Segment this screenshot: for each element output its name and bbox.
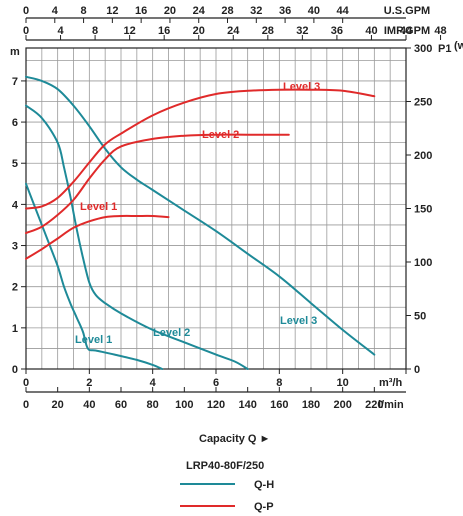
usgpm-tick-label: 40 [308, 5, 320, 17]
legend: Q-H Q-P [180, 479, 274, 513]
impgpm-tick-label: 32 [296, 25, 308, 37]
lmin-tick-label: 80 [147, 399, 159, 411]
lmin-tick-label: 200 [333, 399, 351, 411]
head-unit: m [10, 46, 20, 58]
head-tick-label: 6 [12, 117, 18, 129]
head-tick-label: 0 [12, 364, 18, 376]
qh-label-level-1: Level 1 [75, 334, 112, 346]
lmin-tick-label: 0 [23, 399, 29, 411]
qh-label-level-2: Level 2 [153, 327, 190, 339]
impgpm-tick-label: 20 [193, 25, 205, 37]
usgpm-tick-label: 16 [135, 5, 147, 17]
qp-curve-level-1 [25, 214, 170, 260]
curves [25, 75, 376, 370]
lmin-unit: l/min [378, 399, 404, 411]
lmin-tick-label: 140 [238, 399, 256, 411]
lmin-tick-label: 40 [83, 399, 95, 411]
lmin-tick-label: 100 [175, 399, 193, 411]
power-tick-label: 50 [414, 311, 426, 323]
qh-label-level-3: Level 3 [280, 315, 317, 327]
qp-label-level-1: Level 1 [80, 201, 117, 213]
impgpm-tick-label: 24 [227, 25, 240, 37]
usgpm-tick-label: 12 [106, 5, 118, 17]
usgpm-tick-label: 4 [52, 5, 59, 17]
head-tick-label: 2 [12, 282, 18, 294]
lmin-tick-label: 60 [115, 399, 127, 411]
impgpm-unit: IMP.GPM [384, 25, 430, 37]
power-tick-label: 250 [414, 97, 432, 109]
head-tick-label: 5 [12, 158, 18, 170]
lmin-tick-label: 120 [207, 399, 225, 411]
qh-curve-level-2 [25, 104, 249, 370]
usgpm-tick-label: 8 [81, 5, 87, 17]
legend-qh-label: Q-H [254, 479, 274, 491]
qp-curve-level-3 [25, 88, 376, 210]
power-unit-suffix: (w) [454, 40, 463, 52]
impgpm-tick-label: 12 [124, 25, 136, 37]
qh-curve-level-3 [25, 75, 376, 356]
usgpm-tick-label: 24 [193, 5, 206, 17]
impgpm-tick-label: 36 [331, 25, 343, 37]
m3h-tick-label: 0 [23, 377, 29, 389]
qp-label-level-2: Level 2 [202, 129, 239, 141]
usgpm-tick-label: 28 [221, 5, 233, 17]
impgpm-tick-label: 28 [262, 25, 274, 37]
impgpm-tick-label: 8 [92, 25, 98, 37]
power-unit: P1 [438, 43, 451, 55]
impgpm-tick-label: 16 [158, 25, 170, 37]
qp-label-level-3: Level 3 [283, 81, 320, 93]
m3h-unit: m³/h [379, 377, 403, 389]
power-tick-label: 200 [414, 150, 432, 162]
lmin-tick-label: 220 [365, 399, 383, 411]
m3h-tick-label: 4 [150, 377, 157, 389]
model-name: LRP40-80F/250 [186, 460, 264, 472]
m3h-tick-label: 8 [276, 377, 282, 389]
legend-qp-label: Q-P [254, 501, 274, 513]
grid [26, 48, 406, 369]
lmin-tick-label: 180 [302, 399, 320, 411]
usgpm-unit: U.S.GPM [384, 5, 430, 17]
m3h-tick-label: 2 [86, 377, 92, 389]
power-tick-label: 300 [414, 43, 432, 55]
head-tick-label: 1 [12, 323, 18, 335]
caption: Capacity Q ► [199, 433, 270, 445]
usgpm-tick-label: 32 [250, 5, 262, 17]
usgpm-tick-label: 44 [337, 5, 350, 17]
power-tick-label: 0 [414, 364, 420, 376]
m3h-tick-label: 6 [213, 377, 219, 389]
m3h-tick-label: 10 [337, 377, 349, 389]
head-tick-label: 7 [12, 76, 18, 88]
impgpm-tick-label: 4 [57, 25, 64, 37]
usgpm-tick-label: 20 [164, 5, 176, 17]
impgpm-tick-label: 48 [434, 25, 446, 37]
lmin-tick-label: 160 [270, 399, 288, 411]
power-tick-label: 100 [414, 257, 432, 269]
power-tick-label: 150 [414, 204, 432, 216]
lmin-tick-label: 20 [52, 399, 64, 411]
impgpm-tick-label: 0 [23, 25, 29, 37]
head-tick-label: 4 [12, 199, 19, 211]
impgpm-tick-label: 40 [365, 25, 377, 37]
head-tick-label: 3 [12, 241, 18, 253]
usgpm-tick-label: 0 [23, 5, 29, 17]
impgpm-tick-label: 44 [400, 25, 413, 37]
qp-curve-level-2 [25, 133, 290, 235]
usgpm-tick-label: 36 [279, 5, 291, 17]
